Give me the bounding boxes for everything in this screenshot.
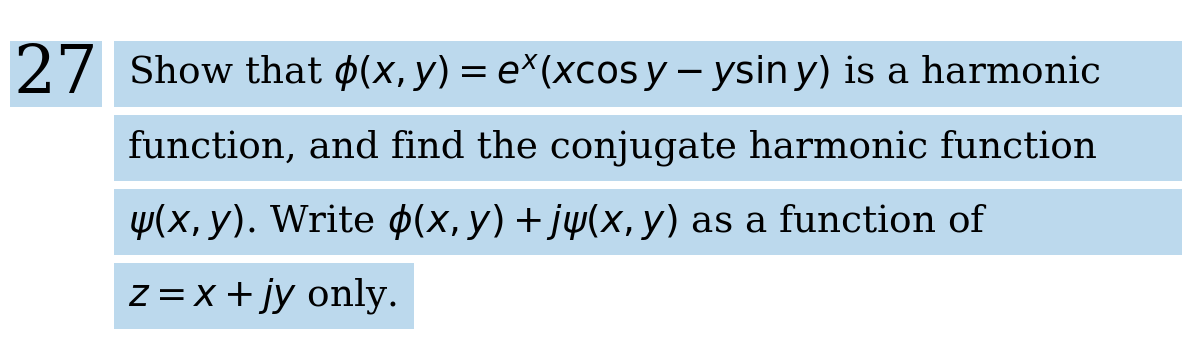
Text: $\psi(x, y)$. Write $\phi(x, y) + j\psi(x, y)$ as a function of: $\psi(x, y)$. Write $\phi(x, y) + j\psi(… <box>128 202 989 242</box>
Bar <box>114 115 1182 181</box>
Text: 27: 27 <box>13 42 98 107</box>
Bar <box>114 41 1182 107</box>
Bar <box>10 41 102 107</box>
Text: Show that $\phi(x, y) = e^{x}(x\cos y - y\sin y)$ is a harmonic: Show that $\phi(x, y) = e^{x}(x\cos y - … <box>128 53 1100 95</box>
Bar <box>114 189 1182 255</box>
Text: function, and find the conjugate harmonic function: function, and find the conjugate harmoni… <box>128 130 1097 166</box>
Text: $z = x + jy$ only.: $z = x + jy$ only. <box>128 276 397 316</box>
Bar <box>114 263 414 329</box>
